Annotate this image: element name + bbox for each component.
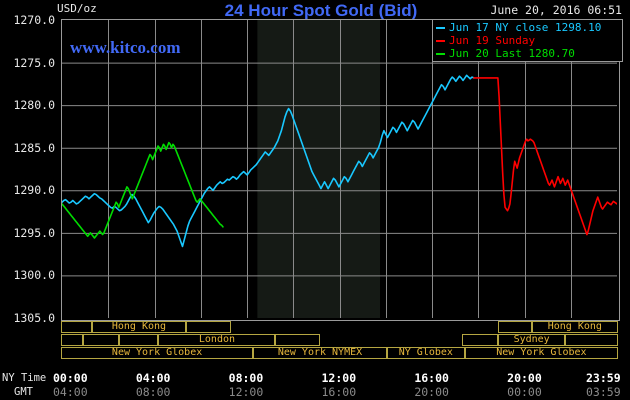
chart-plot-area: [61, 19, 620, 321]
x-axis-tick-gmt: 00:00: [507, 385, 542, 399]
y-axis-tick: 1285.0: [13, 140, 55, 155]
x-axis-tick-ny: 20:00: [507, 371, 542, 385]
x-axis-tick-gmt: 03:59: [586, 385, 621, 399]
kitco-watermark: www.kitco.com: [70, 38, 181, 57]
x-axis-tick-gmt: 16:00: [321, 385, 357, 399]
session-new-york-globex: New York Globex: [464, 347, 618, 359]
legend-item-ny-close: Jun 17 NY close 1298.10: [436, 21, 622, 34]
page-title: 24 Hour Spot Gold (Bid): [224, 1, 418, 20]
y-axis-unit-label: USD/oz: [57, 2, 97, 15]
shaded-session-band: [257, 20, 381, 318]
session-sydney: Sydney: [498, 334, 566, 346]
session-hong-kong: Hong Kong: [531, 321, 618, 333]
legend-label-sunday: Jun 19 Sunday: [449, 34, 536, 47]
x-axis-ny-time-label: NY Time: [2, 372, 47, 384]
legend-swatch-red: [436, 39, 445, 42]
session-segment: [275, 334, 320, 346]
chart-canvas: [62, 20, 617, 318]
x-axis-tick-ny: 00:00: [53, 371, 88, 385]
x-axis-tick-ny: 04:00: [135, 371, 171, 385]
series-line: [473, 77, 617, 236]
session-segment: [61, 334, 84, 346]
x-axis-tick-ny: 16:00: [414, 371, 449, 385]
session-segment: [462, 334, 499, 346]
session-row: New York Globex New York NYMEX NY Globex Ne…: [61, 347, 618, 359]
session-segment: [498, 321, 532, 333]
market-session-bars: Hong Kong Hong Kong London Sydney New Yo…: [61, 321, 618, 359]
x-axis-tick-gmt: 20:00: [414, 385, 449, 399]
y-axis-tick: 1300.0: [13, 268, 55, 283]
x-axis-tick-gmt: 12:00: [228, 385, 264, 399]
legend-item-sunday: Jun 19 Sunday: [436, 34, 622, 47]
y-axis-tick: 1275.0: [13, 55, 55, 70]
session-row: Hong Kong Hong Kong: [61, 321, 618, 333]
session-new-york-nymex: New York NYMEX: [253, 347, 387, 359]
legend-swatch-cyan: [436, 26, 445, 29]
session-segment: [119, 334, 159, 346]
legend-label-ny-close: Jun 17 NY close 1298.10: [449, 21, 602, 34]
x-axis-tick-ny: 08:00: [228, 371, 264, 385]
x-axis-tick-ny: 23:59: [586, 371, 621, 385]
session-segment: [186, 321, 231, 333]
session-segment: [61, 321, 92, 333]
y-axis-tick: 1270.0: [13, 13, 55, 27]
session-new-york-globex: New York Globex: [61, 347, 254, 359]
legend-swatch-green: [436, 52, 445, 55]
series-line: [62, 141, 224, 239]
session-london: London: [158, 334, 276, 346]
chart-legend: Jun 17 NY close 1298.10 Jun 19 Sunday Ju…: [432, 19, 623, 62]
x-axis-tick-gmt: 04:00: [53, 385, 88, 399]
y-axis-tick: 1295.0: [13, 225, 55, 240]
legend-item-last: Jun 20 Last 1280.70: [436, 47, 622, 60]
legend-label-last: Jun 20 Last 1280.70: [449, 47, 575, 60]
quote-datetime: June 20, 2016 06:51: [490, 3, 622, 17]
session-segment: [83, 334, 120, 346]
session-ny-globex: NY Globex: [386, 347, 465, 359]
session-segment: [565, 334, 618, 346]
y-axis-tick: 1290.0: [13, 183, 55, 198]
y-axis-tick: 1305.0: [13, 311, 55, 325]
session-row: London Sydney: [61, 334, 618, 346]
session-hong-kong: Hong Kong: [91, 321, 187, 333]
x-axis-gmt-label: GMT: [14, 386, 33, 398]
x-axis-tick-gmt: 08:00: [135, 385, 171, 399]
x-axis-tick-ny: 12:00: [321, 371, 357, 385]
y-axis-tick: 1280.0: [13, 98, 55, 113]
